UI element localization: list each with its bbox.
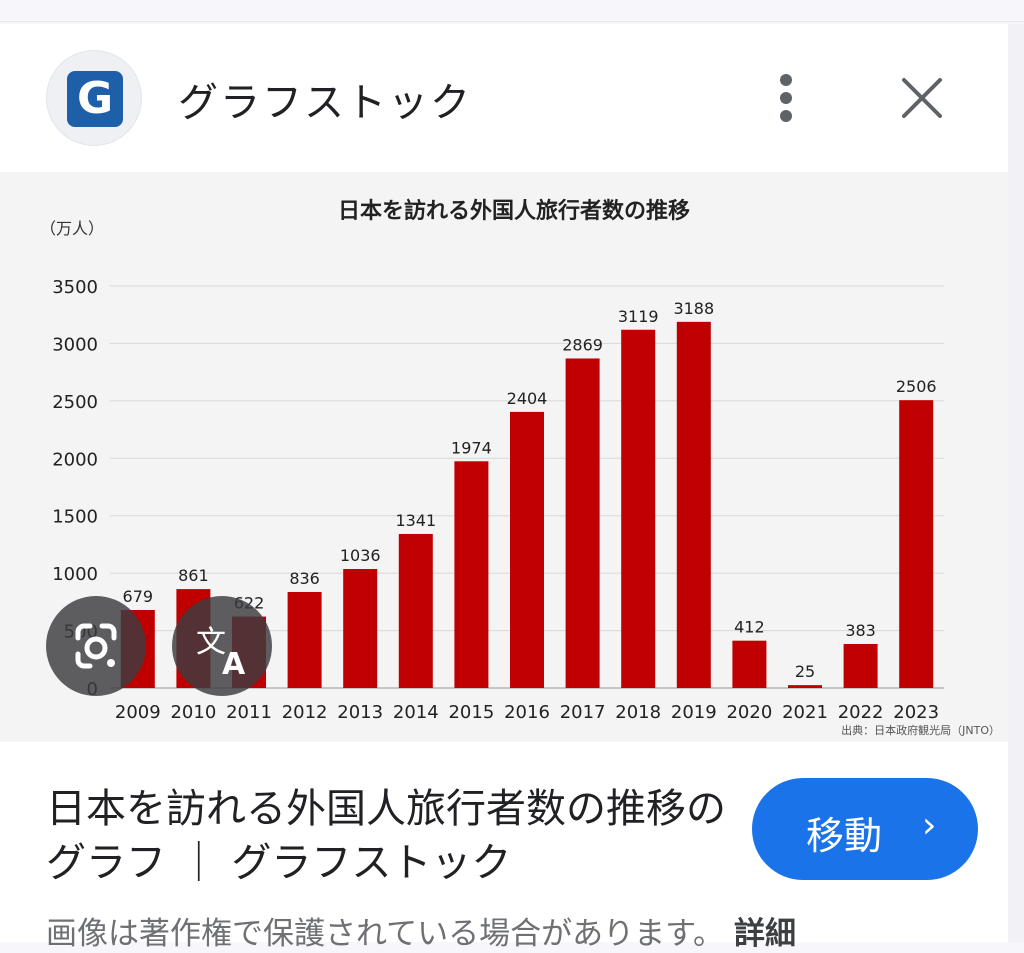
google-lens-icon [75, 623, 117, 669]
bar-2016 [510, 411, 544, 688]
more-vert-icon[interactable] [768, 70, 804, 126]
browser-top-strip [0, 0, 1024, 22]
data-label: 1036 [340, 546, 381, 565]
x-tick-label: 2016 [504, 702, 550, 723]
x-tick-label: 2018 [615, 702, 661, 723]
bar-2018 [621, 329, 656, 688]
image-detail-sheet: G グラフストック 日本を訪れる外国人旅行者数の推移 （万人） 出典：日本政府観… [0, 24, 1008, 952]
x-tick-label: 2012 [282, 702, 328, 723]
data-label: 25 [795, 662, 815, 681]
image-preview[interactable]: 日本を訪れる外国人旅行者数の推移 （万人） 出典：日本政府観光局（JNTO） 0… [0, 172, 1008, 742]
y-tick-label: 3000 [52, 334, 98, 355]
data-label: 3188 [673, 299, 714, 318]
bar-2019 [676, 321, 711, 688]
y-tick-label: 3500 [52, 277, 98, 298]
bar-2017 [565, 358, 600, 688]
translate-icon: 文 A [196, 625, 246, 682]
details-link[interactable]: 詳細 [733, 916, 796, 952]
x-tick-label: 2015 [448, 702, 494, 723]
data-label: 3119 [618, 307, 659, 326]
x-tick-label: 2014 [393, 702, 439, 723]
data-label: 383 [845, 621, 876, 640]
chevron-right-icon: › [922, 805, 937, 846]
translate-glyph-b: A [222, 647, 246, 682]
y-tick-label: 2000 [52, 449, 98, 470]
x-tick-label: 2009 [115, 702, 161, 723]
x-tick-label: 2011 [226, 702, 272, 723]
sheet-header: G グラフストック [0, 24, 1008, 172]
x-tick-label: 2013 [337, 702, 383, 723]
chart-source: 出典：日本政府観光局（JNTO） [841, 723, 1000, 737]
copyright-notice-text: 画像は著作権で保護されている場合があります。 [46, 916, 724, 952]
x-tick-label: 2017 [560, 702, 606, 723]
x-tick-label: 2023 [893, 702, 939, 723]
bar-chart: 日本を訪れる外国人旅行者数の推移 （万人） 出典：日本政府観光局（JNTO） 0… [40, 198, 1000, 737]
x-tick-label: 2021 [782, 702, 828, 723]
site-logo: G [67, 71, 123, 127]
x-tick-label: 2019 [671, 702, 717, 723]
bar-2014 [398, 533, 433, 688]
x-tick-label: 2022 [838, 702, 884, 723]
data-label: 1341 [395, 511, 436, 530]
data-label: 2404 [507, 389, 548, 408]
bar-2021 [788, 685, 822, 688]
translate-button[interactable]: 文 A [172, 596, 272, 696]
bar-2012 [287, 591, 322, 688]
close-icon[interactable] [896, 72, 948, 124]
translate-glyph-a: 文 [196, 625, 226, 660]
chart-unit-label: （万人） [40, 219, 104, 238]
bar-2013 [343, 569, 378, 688]
image-caption-title[interactable]: 日本を訪れる外国人旅行者数の推移のグラフ ｜ グラフストック [46, 786, 726, 886]
data-label: 679 [123, 587, 154, 606]
lens-button[interactable] [46, 596, 146, 696]
y-tick-label: 1500 [52, 507, 98, 528]
x-tick-label: 2020 [726, 702, 772, 723]
visit-button-label: 移動 [806, 814, 883, 858]
page-scroll-edge [1008, 24, 1024, 942]
data-label: 412 [734, 618, 765, 637]
bar-2020 [732, 640, 767, 688]
x-tick-label: 2010 [170, 702, 216, 723]
data-label: 861 [178, 566, 209, 585]
y-tick-label: 1000 [52, 564, 98, 585]
visit-button[interactable]: 移動 › [752, 778, 978, 880]
data-label: 2506 [896, 377, 937, 396]
data-label: 1974 [451, 438, 492, 457]
bar-2015 [454, 461, 489, 688]
data-label: 836 [289, 569, 320, 588]
bar-2022 [843, 644, 878, 688]
data-label: 2869 [562, 335, 603, 354]
y-tick-label: 2500 [52, 392, 98, 413]
chart-title: 日本を訪れる外国人旅行者数の推移 [338, 198, 690, 224]
copyright-notice: 画像は著作権で保護されている場合があります。 詳細 [46, 908, 796, 953]
bar-2023 [899, 400, 934, 688]
site-favicon: G [46, 50, 142, 146]
site-name: グラフストック [178, 80, 472, 126]
